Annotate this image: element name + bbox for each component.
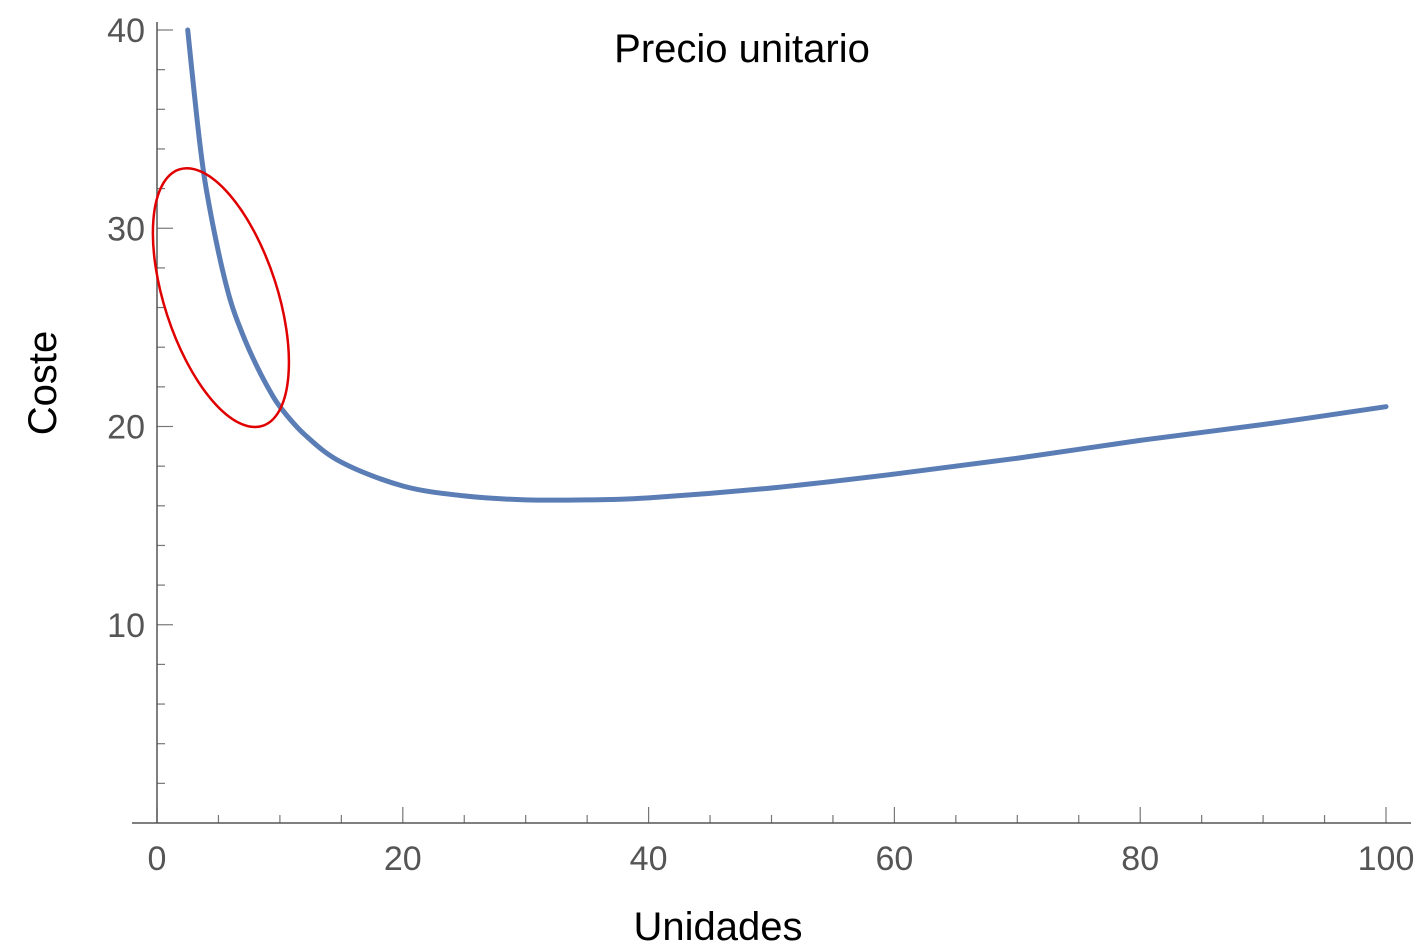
x-tick-label: 20 bbox=[384, 840, 422, 878]
y-axis-title: Coste bbox=[21, 331, 65, 436]
y-tick-label: 10 bbox=[107, 607, 145, 645]
chart-title: Precio unitario bbox=[614, 27, 870, 71]
series-layer bbox=[185, 27, 1389, 503]
y-tick-label: 20 bbox=[107, 409, 145, 447]
x-tick-label: 0 bbox=[148, 840, 167, 878]
highlight-ellipse bbox=[151, 166, 291, 429]
x-axis-title: Unidades bbox=[633, 905, 802, 949]
annotation-layer bbox=[151, 166, 291, 429]
x-tick-labels: 0 20 40 60 80 100 bbox=[148, 840, 1415, 878]
y-tick-label: 40 bbox=[107, 12, 145, 50]
y-tick-label: 30 bbox=[107, 210, 145, 248]
x-tick-label: 60 bbox=[875, 840, 913, 878]
series-line bbox=[185, 27, 1389, 503]
x-tick-label: 100 bbox=[1358, 840, 1415, 878]
tick-marks bbox=[156, 29, 1387, 823]
y-tick-labels: 10 20 30 40 bbox=[107, 12, 145, 645]
x-tick-label: 40 bbox=[630, 840, 668, 878]
x-tick-label: 80 bbox=[1121, 840, 1159, 878]
